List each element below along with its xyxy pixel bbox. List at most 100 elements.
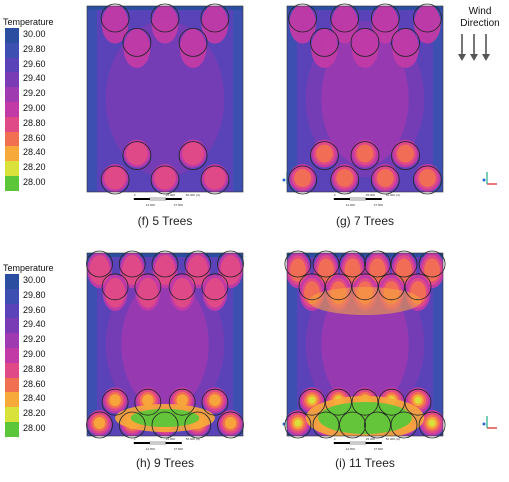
axis-z	[482, 422, 486, 426]
legend-value: 29.00	[23, 349, 46, 359]
cooling-plume	[172, 277, 193, 308]
tree-circle	[86, 250, 113, 278]
panel-border	[86, 252, 244, 437]
cooling-plume	[336, 169, 354, 187]
cooling-plume	[209, 394, 221, 407]
wind-arrow-head	[482, 54, 490, 61]
cooling-plume	[104, 166, 126, 190]
cooling-plume	[142, 394, 154, 407]
legend-value: 29.40	[23, 319, 46, 330]
scale-bar-label: 37.500	[374, 447, 384, 451]
scale-bar-label: 0	[334, 193, 336, 197]
wind-direction-label: Wind Direction	[450, 6, 509, 30]
tree-circle	[391, 28, 420, 57]
tree-circle	[100, 165, 130, 195]
tree-circle	[101, 388, 129, 416]
cooling-plume	[93, 417, 106, 429]
center-plume-inner	[321, 32, 409, 166]
tree-circle	[200, 165, 230, 195]
scale-bar-seg	[165, 198, 182, 200]
tree-circle	[217, 411, 244, 439]
cooling-plume	[356, 144, 374, 163]
tree-circle	[217, 250, 244, 278]
tree-circle	[412, 165, 442, 195]
panel-caption: (h) 9 Trees	[135, 456, 195, 470]
tree-circle	[288, 165, 318, 195]
tree-circle	[351, 273, 379, 301]
scale-bar-label: 25.000	[366, 437, 376, 441]
cooling-plume	[392, 28, 419, 68]
cooling-plume	[101, 6, 129, 44]
legend-value: 28.80	[23, 363, 46, 374]
tree-circle	[418, 250, 446, 278]
panel-caption: (g) 7 Trees	[335, 214, 395, 228]
panel-4: 0 25.000 50.000 (m) 12.500 37.500	[284, 250, 497, 451]
scale-bar-label: 25.000	[166, 437, 176, 441]
cool-pool-green	[318, 402, 412, 434]
tree-circle	[370, 3, 400, 33]
tree-circle	[364, 250, 391, 278]
tree-circle	[150, 3, 180, 33]
legend-value: 29.60	[23, 304, 46, 315]
cooling-plume	[179, 28, 207, 68]
center-plume	[105, 20, 225, 178]
tree-circle	[122, 141, 152, 171]
cooling-plume	[123, 28, 151, 68]
tree-circle	[378, 388, 405, 416]
tree-circle	[298, 273, 326, 301]
tree-circle	[150, 165, 180, 195]
scale-bar-seg	[365, 198, 382, 200]
cooling-plume	[137, 277, 158, 308]
tree-circle	[364, 411, 391, 439]
tree-circle	[288, 3, 318, 33]
cooling-plume	[308, 396, 316, 404]
tree-circle	[151, 250, 179, 278]
legend-swatch	[5, 42, 19, 58]
tree-circle	[178, 141, 208, 171]
axis-z	[282, 178, 286, 182]
cooling-plume	[122, 255, 143, 285]
cooling-plume	[311, 28, 338, 68]
scale-bar-seg	[349, 197, 366, 201]
tree-circle	[151, 411, 179, 439]
edge-left	[287, 6, 297, 192]
legend-swatch	[5, 274, 19, 289]
scale-bar-label: 12.500	[346, 447, 356, 451]
cooling-plume	[176, 394, 188, 407]
cooling-plume	[89, 255, 110, 285]
tree-circle	[390, 250, 418, 278]
panel-3: 0 25.000 50.000 (m) 12.500 37.500	[86, 250, 297, 451]
tree-circle	[284, 411, 312, 439]
tree-circle	[184, 411, 212, 439]
scale-bar-label: 12.500	[146, 203, 156, 207]
tree-circle	[201, 388, 229, 416]
tree-circle	[339, 250, 366, 278]
scale-bar-label: 25.000	[366, 193, 376, 197]
legend-value: 28.60	[23, 378, 46, 389]
cooling-plume	[397, 144, 415, 163]
scale-bar-label: 12.500	[346, 203, 356, 207]
scale-bar-label: 50.000 (m)	[186, 437, 201, 441]
axis-z	[482, 178, 486, 182]
tree-circle	[339, 411, 366, 439]
scale-bar-seg	[333, 198, 350, 200]
scale-bar-label: 37.500	[374, 203, 384, 207]
legend-value: 29.80	[23, 43, 46, 54]
tree-circle	[404, 273, 432, 301]
cooling-plume	[371, 6, 399, 44]
legend-value: 29.60	[23, 58, 46, 69]
tree-circle	[122, 28, 152, 57]
tree-circle	[325, 388, 352, 416]
legend-value: 28.80	[23, 117, 46, 128]
legend-swatch	[5, 72, 19, 88]
tree-circle	[412, 3, 442, 33]
cooling-plume	[220, 255, 241, 285]
scale-bar-seg	[365, 442, 382, 444]
legend-swatch	[5, 348, 19, 363]
cooling-plume	[187, 255, 208, 285]
tree-circle	[184, 250, 212, 278]
tree-circle	[404, 388, 432, 416]
tree-circle	[310, 28, 339, 57]
panel-border	[86, 5, 244, 193]
cooling-plume	[201, 6, 229, 44]
